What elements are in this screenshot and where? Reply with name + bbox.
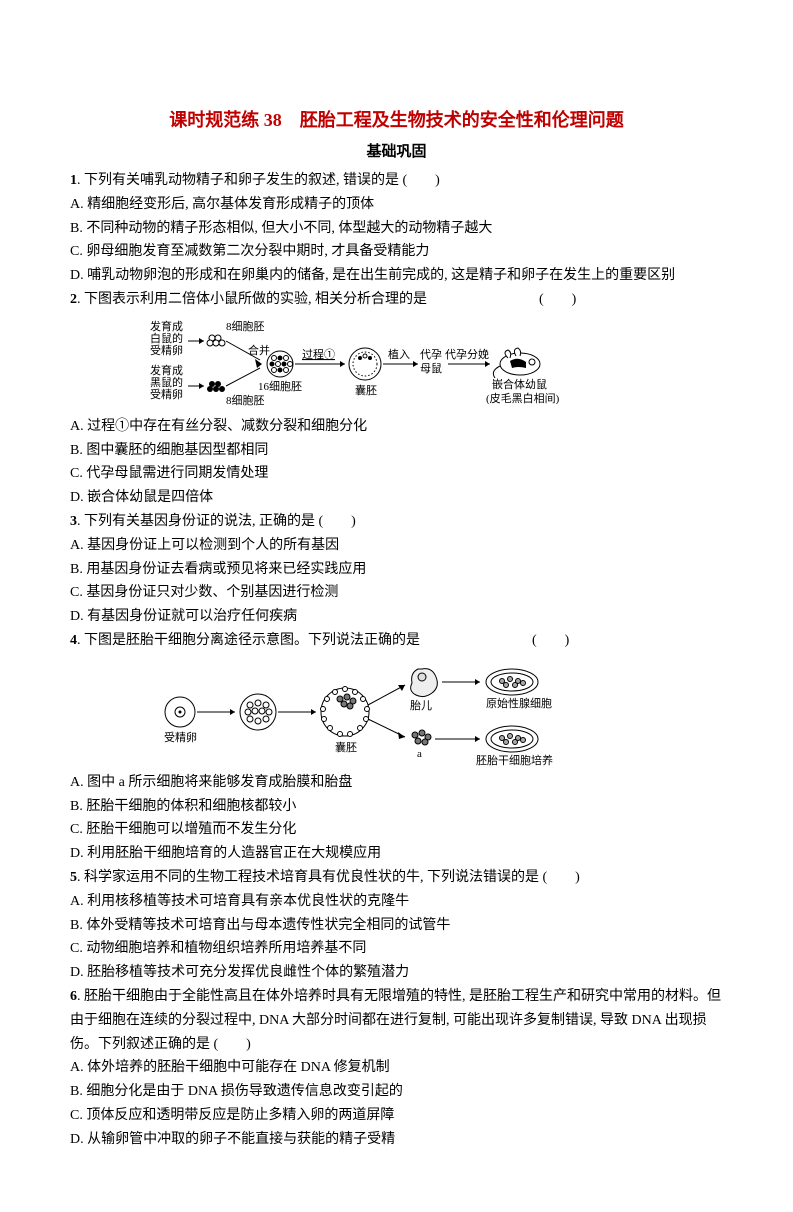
stem-text: . 下列有关基因身份证的说法, 正确的是 ( ) <box>77 514 356 529</box>
stem-text: . 下图表示利用二倍体小鼠所做的实验, 相关分析合理的是 ( ) <box>77 292 576 307</box>
option-d: D. 嵌合体幼鼠是四倍体 <box>70 486 723 510</box>
question-number: 6 <box>70 989 77 1004</box>
question-stem: 4. 下图是胚胎干细胞分离途径示意图。下列说法正确的是 ( ) <box>70 629 723 653</box>
mouse-icon <box>493 348 540 378</box>
option-a: A. 精细胞经变形后, 高尔基体发育形成精子的顶体 <box>70 193 723 217</box>
option-b: B. 胚胎干细胞的体积和细胞核都较小 <box>70 795 723 819</box>
cell-cluster-a <box>412 730 431 745</box>
stem-text: . 下图是胚胎干细胞分离途径示意图。下列说法正确的是 ( ) <box>77 633 569 648</box>
label-esc: 胚胎干细胞培养 <box>476 753 553 767</box>
option-a: A. 利用核移植等技术可培育具有亲本优良性状的克隆牛 <box>70 890 723 914</box>
label-white-2: 白鼠的 <box>150 331 183 345</box>
question-5: 5. 科学家运用不同的生物工程技术培育具有优良性状的牛, 下列说法错误的是 ( … <box>70 866 723 985</box>
option-c: C. 卵母细胞发育至减数第二次分裂中期时, 才具备受精能力 <box>70 240 723 264</box>
question-number: 1 <box>70 173 77 188</box>
section-subtitle: 基础巩固 <box>70 140 723 166</box>
question-1: 1. 下列有关哺乳动物精子和卵子发生的叙述, 错误的是 ( ) A. 精细胞经变… <box>70 169 723 288</box>
option-d: D. 有基因身份证就可以治疗任何疾病 <box>70 605 723 629</box>
option-d: D. 从输卵管中冲取的卵子不能直接与获能的精子受精 <box>70 1128 723 1152</box>
label-blastocyst: 囊胚 <box>355 383 377 397</box>
label-fetus: 胎儿 <box>410 698 432 712</box>
option-c: C. 代孕母鼠需进行同期发情处理 <box>70 462 723 486</box>
question-4: 4. 下图是胚胎干细胞分离途径示意图。下列说法正确的是 ( ) 受精卵 <box>70 629 723 866</box>
label-white-3: 受精卵 <box>150 344 183 357</box>
option-a: A. 体外培养的胚胎干细胞中可能存在 DNA 修复机制 <box>70 1056 723 1080</box>
dish-esc-icon <box>486 726 538 752</box>
option-d: D. 胚胎移植等技术可充分发挥优良雌性个体的繁殖潜力 <box>70 961 723 985</box>
option-c: C. 顶体反应和透明带反应是防止多精入卵的两道屏障 <box>70 1104 723 1128</box>
label-16cell: 16细胞胚 <box>258 380 302 393</box>
label-germ: 原始性腺细胞 <box>486 696 552 710</box>
question-number: 3 <box>70 514 77 529</box>
dish-germ-icon <box>486 669 538 695</box>
diagram-stem-cell: 受精卵 <box>150 657 723 767</box>
label-birth: 代孕分娩 <box>445 347 489 361</box>
question-2: 2. 下图表示利用二倍体小鼠所做的实验, 相关分析合理的是 ( ) 发育成 白鼠… <box>70 288 723 510</box>
diagram-mouse-embryo: 发育成 白鼠的 受精卵 发育成 黑鼠的 受精卵 8细胞胚 <box>150 316 723 411</box>
label-8cell-top: 8细胞胚 <box>226 320 265 333</box>
morula-icon <box>240 694 276 730</box>
option-a: A. 图中 a 所示细胞将来能够发育成胎膜和胎盘 <box>70 771 723 795</box>
question-number: 4 <box>70 633 77 648</box>
worksheet-page: 课时规范练 38 胚胎工程及生物技术的安全性和伦理问题 基础巩固 1. 下列有关… <box>0 0 793 1212</box>
label-a: a <box>417 748 422 760</box>
option-b: B. 用基因身份证去看病或预见将来已经实践应用 <box>70 558 723 582</box>
question-number: 5 <box>70 870 77 885</box>
label-black-3: 受精卵 <box>150 388 183 401</box>
label-implant: 植入 <box>388 347 410 361</box>
label-black-2: 黑鼠的 <box>150 375 183 389</box>
option-c: C. 动物细胞培养和植物组织培养所用培养基不同 <box>70 937 723 961</box>
label-8cell-bot: 8细胞胚 <box>226 394 265 407</box>
question-stem: 1. 下列有关哺乳动物精子和卵子发生的叙述, 错误的是 ( ) <box>70 169 723 193</box>
label-surrogate-1: 代孕 <box>420 348 442 361</box>
label-black-1: 发育成 <box>150 363 183 377</box>
question-stem: 2. 下图表示利用二倍体小鼠所做的实验, 相关分析合理的是 ( ) <box>70 288 723 312</box>
stem-text: . 科学家运用不同的生物工程技术培育具有优良性状的牛, 下列说法错误的是 ( ) <box>77 870 580 885</box>
question-stem: 3. 下列有关基因身份证的说法, 正确的是 ( ) <box>70 510 723 534</box>
option-c: C. 胚胎干细胞可以增殖而不发生分化 <box>70 818 723 842</box>
label-merge: 合并 <box>248 343 270 357</box>
option-b: B. 体外受精等技术可培育出与母本遗传性状完全相同的试管牛 <box>70 914 723 938</box>
blastocyst-icon <box>349 348 381 380</box>
question-3: 3. 下列有关基因身份证的说法, 正确的是 ( ) A. 基因身份证上可以检测到… <box>70 510 723 629</box>
label-white-1: 发育成 <box>150 319 183 333</box>
label-surrogate-2: 母鼠 <box>420 361 442 375</box>
question-number: 2 <box>70 292 77 307</box>
option-d: D. 利用胚胎干细胞培育的人造器官正在大规模应用 <box>70 842 723 866</box>
option-c: C. 基因身份证只对少数、个别基因进行检测 <box>70 581 723 605</box>
option-d: D. 哺乳动物卵泡的形成和在卵巢内的储备, 是在出生前完成的, 这是精子和卵子在… <box>70 264 723 288</box>
label-chimera-1: 嵌合体幼鼠 <box>492 377 547 391</box>
option-b: B. 细胞分化是由于 DNA 损伤导致遗传信息改变引起的 <box>70 1080 723 1104</box>
question-6: 6. 胚胎干细胞由于全能性高且在体外培养时具有无限增殖的特性, 是胚胎工程生产和… <box>70 985 723 1152</box>
blastocyst-icon <box>321 686 370 736</box>
fetus-icon <box>411 669 438 697</box>
page-title: 课时规范练 38 胚胎工程及生物技术的安全性和伦理问题 <box>70 105 723 136</box>
option-b: B. 图中囊胚的细胞基因型都相同 <box>70 439 723 463</box>
option-a: A. 过程①中存在有丝分裂、减数分裂和细胞分化 <box>70 415 723 439</box>
stem-text: . 下列有关哺乳动物精子和卵子发生的叙述, 错误的是 ( ) <box>77 173 440 188</box>
label-chimera-2: (皮毛黑白相间) <box>486 391 560 405</box>
option-b: B. 不同种动物的精子形态相似, 但大小不同, 体型越大的动物精子越大 <box>70 217 723 241</box>
stem-text: . 胚胎干细胞由于全能性高且在体外培养时具有无限增殖的特性, 是胚胎工程生产和研… <box>70 989 721 1052</box>
label-blastocyst: 囊胚 <box>335 740 357 754</box>
question-stem: 6. 胚胎干细胞由于全能性高且在体外培养时具有无限增殖的特性, 是胚胎工程生产和… <box>70 985 723 1056</box>
option-a: A. 基因身份证上可以检测到个人的所有基因 <box>70 534 723 558</box>
embryo-8cell-black <box>207 381 225 392</box>
label-fertilized: 受精卵 <box>164 731 197 744</box>
embryo-8cell-white <box>207 335 225 346</box>
label-process: 过程① <box>302 348 335 361</box>
question-stem: 5. 科学家运用不同的生物工程技术培育具有优良性状的牛, 下列说法错误的是 ( … <box>70 866 723 890</box>
embryo-16cell <box>267 351 293 377</box>
